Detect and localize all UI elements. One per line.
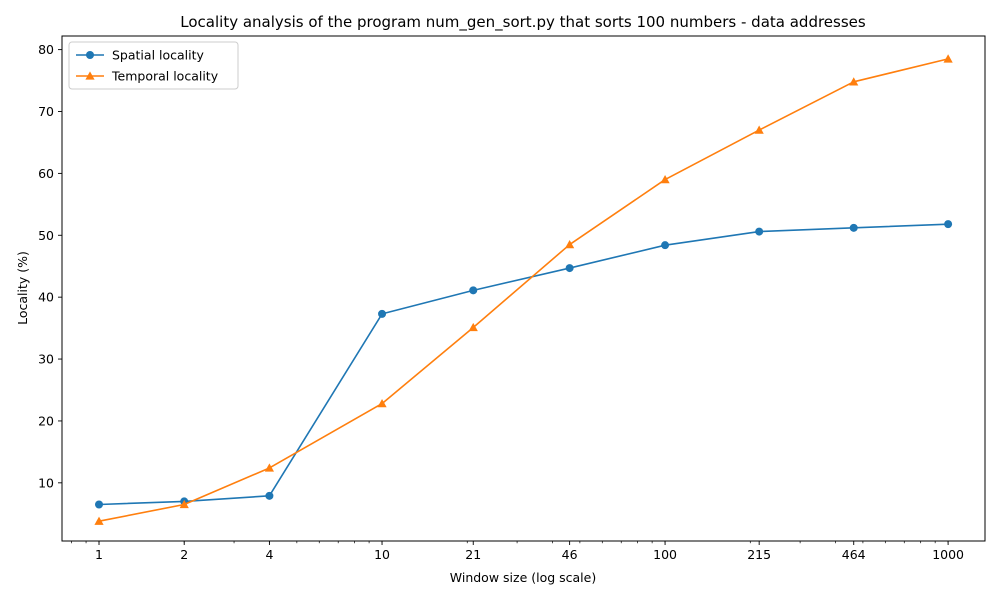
x-tick-label: 1 bbox=[95, 547, 103, 562]
data-point bbox=[265, 491, 274, 500]
data-point bbox=[661, 241, 670, 250]
data-point bbox=[565, 264, 574, 273]
x-axis-label: Window size (log scale) bbox=[450, 570, 596, 585]
data-point bbox=[179, 499, 189, 509]
x-tick-label: 464 bbox=[842, 547, 866, 562]
series-spatial-locality bbox=[95, 220, 953, 509]
y-tick-label: 80 bbox=[38, 42, 54, 57]
data-point bbox=[95, 500, 104, 509]
plot-frame bbox=[61, 35, 986, 542]
data-point bbox=[94, 516, 104, 525]
data-point bbox=[469, 286, 478, 295]
data-point bbox=[849, 223, 858, 232]
legend-label: Spatial locality bbox=[112, 48, 205, 63]
data-point bbox=[754, 125, 764, 134]
data-point bbox=[565, 239, 575, 249]
x-tick-label: 215 bbox=[747, 547, 771, 562]
legend-marker bbox=[86, 51, 94, 59]
legend-item: Spatial locality bbox=[76, 48, 205, 63]
y-tick-label: 40 bbox=[38, 290, 54, 305]
series-line bbox=[98, 58, 949, 522]
x-tick-label: 46 bbox=[562, 547, 578, 562]
x-tick-label: 4 bbox=[265, 547, 273, 562]
series-line bbox=[98, 223, 949, 506]
x-tick-label: 1000 bbox=[932, 547, 964, 562]
y-tick-label: 50 bbox=[38, 228, 54, 243]
y-tick-label: 20 bbox=[38, 413, 54, 428]
data-point bbox=[264, 463, 275, 472]
legend-box bbox=[68, 41, 239, 90]
legend-marker bbox=[85, 71, 95, 80]
data-point bbox=[468, 322, 478, 332]
x-tick-label: 10 bbox=[374, 547, 390, 562]
y-tick-label: 30 bbox=[38, 352, 54, 367]
y-axis: 10 20 30 40 50 60 70 80 bbox=[38, 42, 62, 490]
data-point bbox=[944, 220, 953, 229]
data-point bbox=[378, 309, 387, 318]
data-point bbox=[849, 77, 859, 86]
x-tick-label: 21 bbox=[465, 547, 481, 562]
series-temporal-locality bbox=[94, 54, 953, 525]
chart-title: Locality analysis of the program num_gen… bbox=[180, 13, 866, 32]
data-point bbox=[660, 174, 670, 184]
x-axis: 1 2 4 10 21 46 100 215 464 1000 bbox=[71, 541, 964, 562]
series-layer bbox=[94, 54, 953, 525]
y-tick-label: 70 bbox=[38, 104, 54, 119]
y-tick-label: 60 bbox=[38, 166, 54, 181]
legend-item: Temporal locality bbox=[76, 69, 219, 84]
y-axis-label: Locality (%) bbox=[15, 251, 30, 325]
data-point bbox=[755, 227, 764, 236]
data-point bbox=[943, 54, 953, 63]
legend-label: Temporal locality bbox=[111, 69, 219, 84]
legend: Spatial locality Temporal locality bbox=[68, 41, 239, 90]
x-tick-label: 100 bbox=[653, 547, 677, 562]
data-point bbox=[377, 399, 387, 408]
x-tick-label: 2 bbox=[180, 547, 188, 562]
y-tick-label: 10 bbox=[38, 475, 54, 490]
